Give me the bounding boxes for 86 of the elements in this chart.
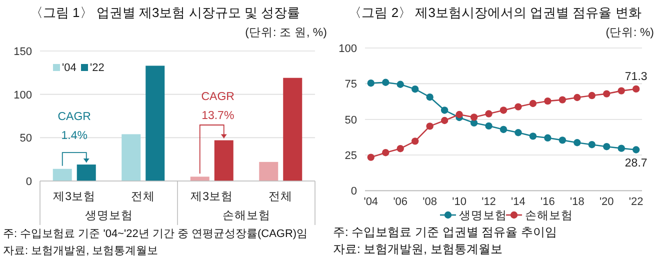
- x-tick-label: '16: [540, 196, 555, 208]
- x-tick-label: 전체: [131, 191, 156, 203]
- x-tick-label: '06: [393, 196, 408, 208]
- y-tick-label: 0: [350, 186, 357, 198]
- y-tick-label: 75: [344, 78, 357, 91]
- point: [440, 116, 448, 124]
- bar: [146, 66, 165, 181]
- x-tick-label: '14: [511, 196, 526, 208]
- point: [470, 114, 478, 121]
- y-tick-label: 50: [344, 114, 357, 126]
- point: [529, 132, 537, 140]
- x-tick-label: '04: [364, 196, 378, 208]
- x-tick-label: '22: [628, 196, 644, 208]
- annotation: 1.4%: [61, 130, 88, 142]
- bar: [52, 168, 72, 181]
- point: [367, 80, 374, 87]
- text: 주: 수입보험료 기준 업권별 점유율 추이임: [333, 225, 558, 239]
- y-tick-label: 0: [26, 176, 32, 188]
- point: [558, 96, 566, 104]
- point: [456, 110, 463, 118]
- data-label: 28.7: [624, 158, 648, 170]
- annotation: CAGR: [201, 91, 234, 103]
- y-tick-label: 25: [344, 150, 357, 162]
- point: [500, 106, 508, 114]
- point: [603, 90, 610, 98]
- point: [514, 103, 522, 110]
- x-tick-label: '18: [570, 196, 584, 208]
- point: [500, 126, 508, 134]
- data-label: 71.3: [624, 70, 648, 83]
- point: [426, 93, 434, 101]
- x-tick-label: 제3보험: [190, 191, 234, 203]
- point: [396, 145, 404, 152]
- point: [632, 85, 640, 93]
- annotation: 13.7%: [202, 110, 234, 122]
- chart-title: 〈그림 1〉 업권별 제3보험 시장규모 및 성장률: [30, 5, 300, 20]
- point: [603, 143, 610, 150]
- point: [529, 100, 537, 108]
- point: [588, 141, 596, 148]
- point: [440, 106, 448, 114]
- point: [588, 92, 596, 100]
- chart-title: 〈그림 2〉 제3보험시장에서의 업권별 점유율 변화: [348, 5, 642, 20]
- text: 자료: 보험개발원, 보험통계월보: [3, 245, 158, 257]
- x-tick-label: '20: [599, 196, 614, 208]
- point: [411, 86, 419, 93]
- text: 주: 수입보험료 기준 '04~'22년 기간 중 연평균성장률(CAGR)임: [3, 228, 308, 240]
- point: [426, 122, 434, 130]
- chart-subtitle: (단위: %): [606, 27, 654, 39]
- y-tick-label: 100: [14, 89, 32, 102]
- y-tick-label: 100: [338, 43, 357, 55]
- point: [544, 134, 552, 142]
- chart-subtitle: (단위: 조 원, %): [245, 27, 328, 39]
- point: [382, 78, 390, 86]
- point: [411, 138, 419, 145]
- point: [632, 146, 640, 154]
- point: [574, 139, 581, 146]
- point: [558, 136, 566, 144]
- legend-label: 생명보험: [459, 210, 507, 222]
- legend-label: '04: [62, 62, 76, 74]
- text: 생명보험: [84, 210, 133, 222]
- x-tick-label: 전체: [268, 191, 293, 203]
- point: [396, 80, 404, 88]
- annotation: CAGR: [58, 111, 91, 123]
- bar: [76, 164, 96, 181]
- bar: [190, 176, 210, 181]
- point: [514, 129, 522, 136]
- point: [544, 97, 552, 105]
- x-tick-label: '12: [482, 196, 496, 208]
- x-tick-label: 제3보험: [53, 191, 96, 203]
- point: [574, 94, 581, 102]
- point: [618, 144, 625, 152]
- point: [367, 154, 374, 161]
- x-tick-label: '10: [452, 196, 466, 208]
- point: [485, 110, 492, 118]
- legend-label: 손해보험: [525, 210, 573, 222]
- bar: [259, 162, 278, 181]
- legend-label: '22: [90, 62, 104, 74]
- y-tick-label: 150: [14, 46, 32, 58]
- bar: [122, 134, 141, 181]
- point: [485, 122, 492, 130]
- x-tick-label: '08: [422, 196, 437, 208]
- point: [618, 87, 625, 94]
- text: 자료: 보험개발원, 보험통계월보: [333, 242, 502, 256]
- text: 손해보험: [222, 210, 270, 222]
- point: [382, 149, 390, 156]
- bar: [283, 78, 302, 181]
- y-tick-label: 50: [20, 132, 32, 145]
